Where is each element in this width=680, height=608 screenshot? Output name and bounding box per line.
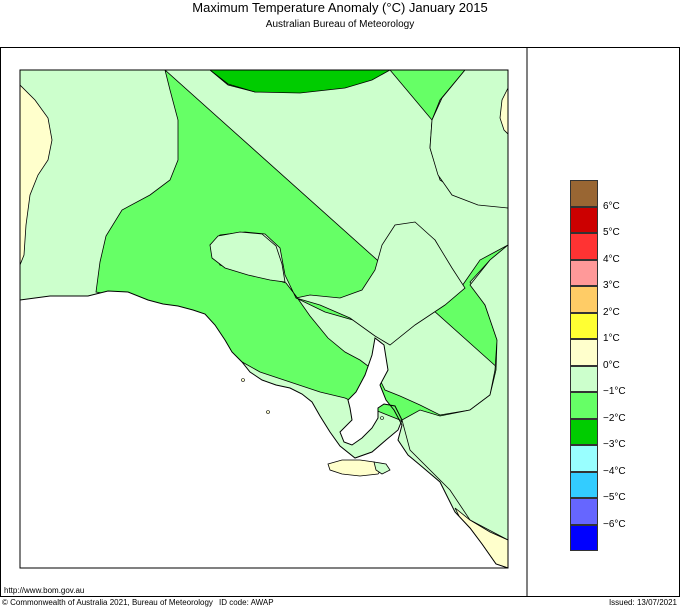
- legend-tick-label: 6°C: [603, 200, 620, 212]
- legend-swatch: [570, 498, 598, 525]
- legend-tick-label: 1°C: [603, 333, 620, 344]
- legend-tick-label: −2°C: [603, 412, 626, 424]
- issued-date: Issued: 13/07/2021: [608, 598, 677, 607]
- legend-tick-label: 0°C: [603, 359, 620, 371]
- anomaly-region-minus3-to-minus2: [208, 70, 392, 94]
- legend-swatch: [570, 286, 598, 313]
- legend-swatch: [570, 233, 598, 260]
- id-code: ID code: AWAP: [219, 598, 274, 607]
- map-frame: [0, 47, 680, 597]
- legend-tick-label: 2°C: [603, 306, 620, 318]
- legend-swatch: [570, 259, 598, 286]
- small-island: [380, 416, 384, 420]
- source-url[interactable]: http://www.bom.gov.au: [4, 586, 85, 595]
- legend-swatch: [570, 392, 598, 419]
- anomaly-region-northeast-warm: [499, 87, 508, 135]
- legend-tick-label: −3°C: [603, 439, 626, 450]
- map-title: Maximum Temperature Anomaly (°C) January…: [192, 0, 488, 15]
- legend-swatch: [570, 445, 598, 472]
- map-subtitle: Australian Bureau of Meteorology: [265, 19, 415, 30]
- anomaly-region-west-warm: [20, 84, 53, 266]
- legend-tick-label: 4°C: [603, 253, 620, 265]
- coastline: [19, 290, 509, 569]
- legend-swatch: [570, 471, 598, 498]
- small-island: [241, 378, 245, 382]
- copyright: © Commonwealth of Australia 2021, Bureau…: [2, 598, 213, 607]
- small-island: [266, 410, 270, 414]
- legend-tick-label: 3°C: [603, 280, 620, 291]
- legend-tick-label: −4°C: [603, 465, 626, 477]
- legend-swatch: [570, 339, 598, 366]
- anomaly-region-northeast: [429, 70, 508, 209]
- legend-swatch: [570, 206, 598, 233]
- legend-swatch: [570, 312, 598, 339]
- land-area: [20, 70, 508, 568]
- legend-swatch: [570, 180, 598, 207]
- legend-tick-label: 5°C: [603, 227, 620, 238]
- legend-tick-label: −6°C: [603, 518, 626, 530]
- anomaly-island-north: [209, 231, 286, 283]
- kangaroo-island-east: [373, 461, 391, 475]
- legend-tick-label: −5°C: [603, 492, 626, 503]
- anomaly-region-east-band: [401, 244, 508, 541]
- legend-swatch: [570, 524, 598, 551]
- legend-tick-label: −1°C: [603, 386, 626, 397]
- legend-swatch: [570, 365, 598, 392]
- anomaly-island-east: [295, 221, 466, 346]
- legend-swatch: [570, 418, 598, 445]
- map-border: [19, 69, 509, 569]
